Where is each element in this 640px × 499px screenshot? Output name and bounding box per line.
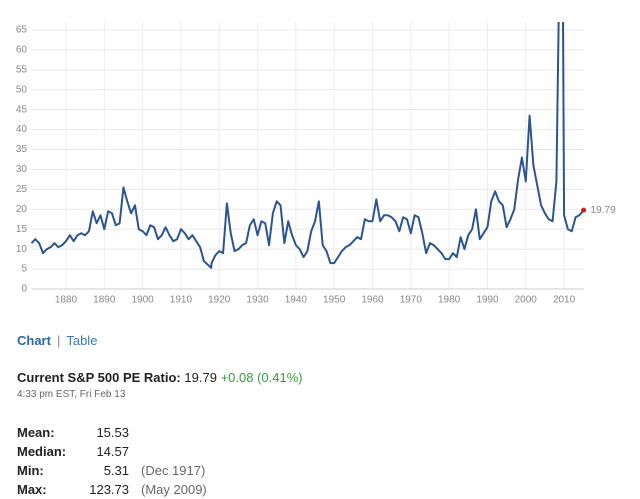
current-value: Current S&P 500 PE Ratio: 19.79 +0.08 (0… [17, 370, 303, 385]
tab[interactable]: Table [66, 333, 98, 348]
x-tick-label: 1980 [438, 295, 461, 306]
x-tick-label: 1890 [93, 295, 116, 306]
stat-label: Min: [17, 463, 44, 478]
stat-date: (May 2009) [141, 482, 207, 497]
change: +0.08 (0.41%) [220, 370, 303, 385]
y-tick-label: 5 [21, 264, 27, 275]
stat-label: Mean: [17, 425, 55, 440]
stat-value: 5.31 [103, 463, 129, 478]
y-tick-label: 35 [16, 144, 28, 155]
y-tick-label: 25 [16, 184, 28, 195]
x-tick-label: 1990 [476, 295, 499, 306]
y-tick-label: 30 [16, 164, 28, 175]
stat-row: Max: 123.73 (May 2009) [15, 480, 209, 499]
y-tick-label: 65 [16, 25, 28, 36]
x-tick-label: 1960 [361, 295, 384, 306]
stat-label: Max: [17, 482, 47, 497]
x-tick-label: 1880 [55, 295, 78, 306]
label: Current S&P 500 PE Ratio: [17, 370, 181, 385]
last-value-label: 19.79 [591, 205, 616, 216]
chart: 0 5 10 15 20 25 30 35 40 45 50 55 60 65 1880 1890 1900 19… [16, 22, 616, 306]
stat-date: (Dec 1917) [141, 463, 206, 478]
x-tick-label: 2000 [515, 295, 538, 306]
line [31, 22, 585, 269]
y-tick-label: 40 [16, 124, 28, 135]
y-tick-label: 45 [16, 104, 28, 115]
stat-row: Mean: 15.53 [15, 423, 209, 442]
x-tick-label: 1900 [131, 295, 154, 306]
y-tick-label: 55 [16, 64, 28, 75]
value: 19.79 [184, 370, 217, 385]
x-tick-label: 1910 [170, 295, 193, 306]
stats-table: Mean: 15.53 Median: 14.57 Min: 5.31 (Dec 1917)… [15, 423, 209, 499]
y-tick-label: 50 [16, 84, 28, 95]
stat-value: 15.53 [96, 425, 129, 440]
view-tabs: Chart | Table [17, 333, 98, 348]
y-tick-label: 60 [16, 45, 28, 56]
y-tick-label: 0 [21, 284, 27, 295]
stat-value: 14.57 [96, 444, 129, 459]
timestamp: 4:33 pm EST, Fri Feb 13 [17, 389, 126, 400]
y-tick-label: 20 [16, 204, 28, 215]
y-tick-label: 10 [16, 244, 28, 255]
stat-value: 123.73 [89, 482, 129, 497]
y-tick-label: 15 [16, 224, 28, 235]
last-point [581, 207, 587, 213]
x-tick-label: 1930 [246, 295, 269, 306]
x-tick-label: 1950 [323, 295, 346, 306]
x-tick-label: 1970 [400, 295, 423, 306]
x-tick-label: 1940 [285, 295, 308, 306]
x-tick-label: 2010 [553, 295, 576, 306]
tab[interactable]: Chart [17, 333, 51, 348]
stat-label: Median: [17, 444, 67, 459]
x-tick-label: 1920 [208, 295, 231, 306]
stat-row: Median: 14.57 [15, 442, 209, 461]
stat-row: Min: 5.31 (Dec 1917) [15, 461, 209, 480]
